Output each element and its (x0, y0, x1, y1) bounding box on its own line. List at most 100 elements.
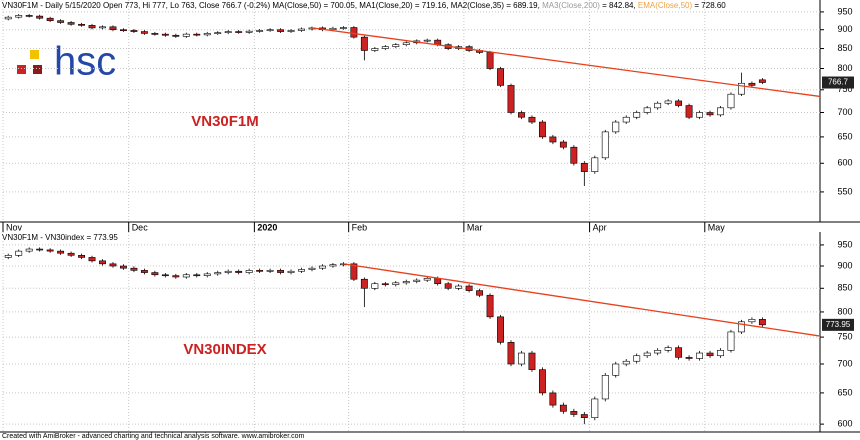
title-part: = 728.60 (692, 1, 726, 10)
candle-body (696, 112, 703, 118)
candle-body (685, 357, 693, 359)
candle-body (507, 85, 515, 113)
candle-body (455, 285, 463, 289)
candle-body (78, 255, 85, 258)
x-tick-label: 2020 (257, 222, 277, 232)
logo-square (17, 65, 26, 74)
candle-body (360, 36, 368, 51)
candle-body (4, 16, 12, 20)
candle-body (245, 30, 253, 33)
candle-body (329, 264, 337, 267)
candle-body (580, 414, 588, 418)
candle-body (371, 48, 379, 51)
trend-line (343, 263, 821, 337)
candle-body (172, 275, 180, 278)
candle-body (633, 112, 641, 118)
candle-body (78, 23, 85, 26)
series-label: VN30INDEX (183, 341, 266, 358)
candle-body (4, 255, 12, 258)
candle-body (643, 352, 651, 357)
candle-body (413, 279, 421, 282)
candle-body (549, 392, 557, 406)
candle-body (444, 283, 452, 289)
y-tick-label: 850 (837, 43, 852, 53)
candle-body (486, 294, 494, 318)
logo-text: hsc (54, 40, 116, 84)
candle-body (235, 270, 243, 273)
candle-body (25, 248, 33, 252)
y-tick-label: 600 (837, 158, 852, 168)
candle-body (224, 270, 232, 273)
candle-body (696, 352, 703, 359)
candle-body (339, 27, 347, 29)
title-part: VN30F1M - VN30index = 773.95 (2, 233, 118, 242)
candle-body (643, 107, 651, 113)
candle-body (172, 34, 180, 37)
candle-body (36, 15, 44, 19)
candle-body (538, 369, 546, 394)
y-tick-label: 600 (837, 418, 852, 428)
candle-body (109, 26, 117, 31)
x-tick-label: May (708, 222, 726, 232)
candle-body (298, 269, 305, 272)
y-tick-label: 650 (837, 131, 852, 141)
candle-body (224, 31, 232, 33)
candle-body (99, 260, 106, 265)
candle-body (601, 131, 609, 159)
y-tick-label: 900 (837, 260, 852, 270)
candle-body (528, 116, 536, 123)
candle-body (675, 347, 683, 358)
candle-body (245, 270, 253, 273)
candle-body (161, 274, 169, 277)
candle-body (140, 270, 148, 273)
candle-body (298, 28, 305, 31)
candle-body (727, 93, 735, 109)
last-value-label: 766.7 (828, 78, 849, 87)
y-tick-label: 750 (837, 84, 852, 94)
candle-body (748, 319, 756, 323)
candle-body (423, 278, 431, 281)
y-tick-label: 700 (837, 107, 852, 117)
candle-body (277, 29, 285, 32)
candle-body (664, 100, 672, 104)
candle-body (25, 15, 33, 17)
logo: hsc (17, 40, 116, 84)
candle-body (350, 27, 358, 38)
logo-square (33, 65, 42, 74)
x-tick-label: Feb (352, 222, 368, 232)
title-part: = 842.84, (600, 1, 638, 10)
candle-body (737, 82, 745, 95)
candle-body (287, 30, 295, 32)
candle-body (612, 363, 620, 376)
candle-body (423, 39, 431, 42)
candle-body (580, 162, 588, 172)
candle-body (559, 141, 567, 148)
candle-body (287, 270, 295, 273)
candle-body (706, 112, 714, 116)
candle-body (277, 270, 285, 273)
candle-body (622, 360, 630, 365)
candle-body (758, 319, 766, 326)
y-tick-label: 950 (837, 6, 852, 16)
x-tick-label: Mar (467, 222, 483, 232)
candle-body (549, 136, 557, 143)
candle-body (15, 250, 23, 256)
y-tick-label: 700 (837, 358, 852, 368)
candle-body (612, 121, 620, 133)
candle-body (329, 27, 337, 31)
candle-body (151, 272, 159, 276)
candle-body (193, 274, 201, 277)
y-tick-label: 850 (837, 283, 852, 293)
candle-body (591, 398, 599, 418)
candle-body (67, 22, 75, 25)
candle-body (706, 352, 714, 357)
series-label: VN30F1M (191, 113, 259, 130)
candle-body (633, 355, 641, 362)
y-tick-label: 800 (837, 306, 852, 316)
candle-body (497, 68, 504, 86)
x-tick-label: Dec (132, 222, 149, 232)
last-value-label: 773.95 (826, 320, 851, 329)
candle-body (319, 265, 326, 269)
